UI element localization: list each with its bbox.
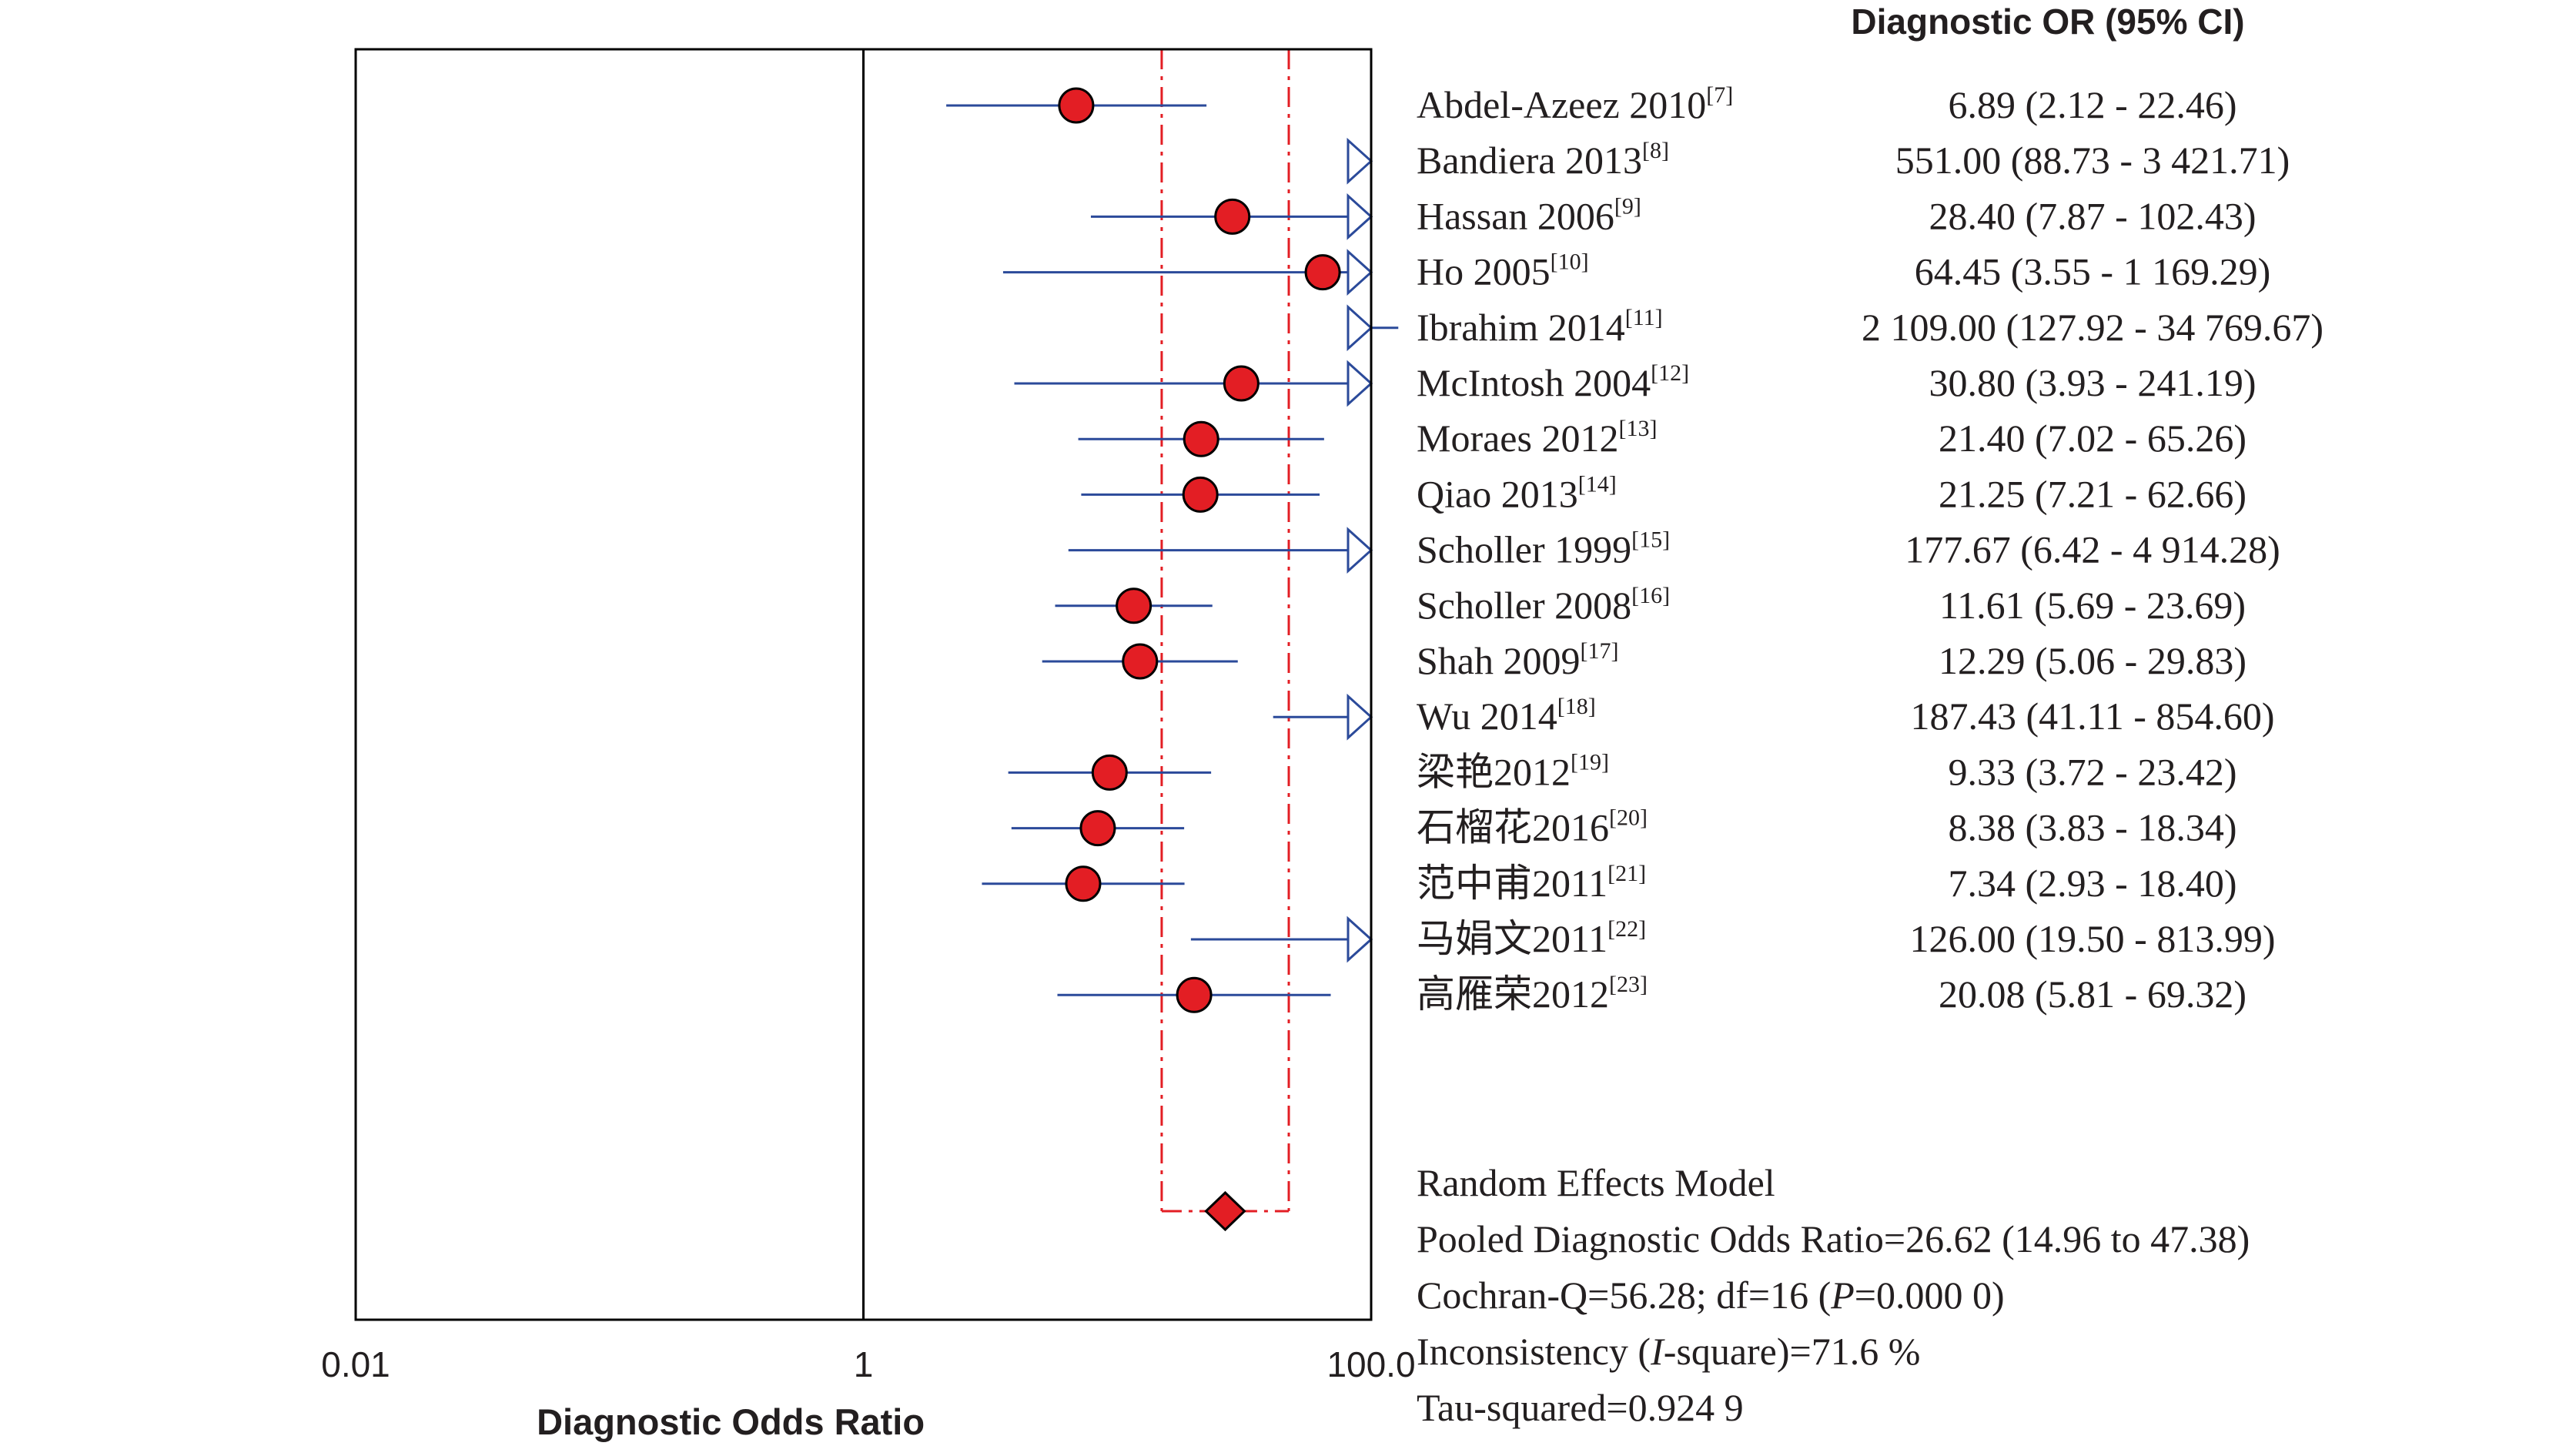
- study-row-11: [1042, 643, 1238, 680]
- study-row-13: [1008, 754, 1212, 791]
- study-row-16: [1190, 915, 1373, 963]
- study-ci-value: 551.00 (88.73 - 3 421.71): [1895, 139, 2290, 182]
- study-label: Scholler 1999[15]: [1417, 527, 1670, 571]
- column-header: Diagnostic OR (95% CI): [1851, 2, 2244, 42]
- summary-tau: Tau-squared=0.924 9: [1417, 1386, 1744, 1429]
- study-label: 高雁荣2012[23]: [1417, 972, 1648, 1016]
- study-ci-value: 30.80 (3.93 - 241.19): [1929, 361, 2257, 404]
- study-label: Hassan 2006[9]: [1417, 193, 1641, 237]
- summary-cochran: Cochran-Q=56.28; df=16 (P=0.000 0): [1417, 1274, 2005, 1317]
- study-marks: [946, 87, 1399, 1232]
- text-layer: Diagnostic OR (95% CI) Abdel-Azeez 2010[7…: [321, 2, 2323, 1442]
- study-row-2: [1347, 137, 1373, 185]
- point-estimate: [1065, 865, 1102, 902]
- x-tick-label: 0.01: [321, 1344, 390, 1384]
- study-ci-value: 2 109.00 (127.92 - 34 769.67): [1862, 306, 2323, 349]
- study-ci-value: 177.67 (6.42 - 4 914.28): [1905, 528, 2280, 571]
- study-row-3: [1090, 193, 1373, 240]
- point-estimate: [1058, 87, 1095, 124]
- ci-clip-arrow: [1347, 249, 1373, 296]
- study-ci-value: 6.89 (2.12 - 22.46): [1949, 83, 2237, 126]
- study-ci-value: 126.00 (19.50 - 813.99): [1910, 917, 2276, 960]
- study-ci-value: 187.43 (41.11 - 854.60): [1910, 695, 2274, 738]
- summary-inconsistency: Inconsistency (I-square)=71.6 %: [1417, 1330, 1920, 1373]
- study-label: McIntosh 2004[12]: [1417, 360, 1689, 404]
- ci-clip-arrow: [1347, 137, 1373, 185]
- ci-clip-arrow: [1347, 304, 1373, 352]
- point-estimate: [1176, 976, 1213, 1013]
- study-ci-value: 7.34 (2.93 - 18.40): [1949, 862, 2237, 905]
- study-label: Qiao 2013[14]: [1417, 471, 1617, 515]
- plot-frame: [354, 48, 1373, 1321]
- study-label: 马娟文2011[22]: [1417, 916, 1646, 960]
- ci-clip-arrow: [1347, 915, 1373, 963]
- plot-border: [354, 48, 1373, 1321]
- study-label: Ibrahim 2014[11]: [1417, 305, 1663, 349]
- study-label: Ho 2005[10]: [1417, 249, 1589, 293]
- study-label: Abdel-Azeez 2010[7]: [1417, 82, 1733, 126]
- study-label: Scholler 2008[16]: [1417, 583, 1670, 627]
- study-ci-value: 8.38 (3.83 - 18.34): [1949, 806, 2237, 849]
- study-ci-value: 21.25 (7.21 - 62.66): [1939, 472, 2246, 515]
- summary-model: Random Effects Model: [1417, 1161, 1775, 1204]
- study-ci-value: 11.61 (5.69 - 23.69): [1939, 584, 2246, 627]
- summary-pooled: Pooled Diagnostic Odds Ratio=26.62 (14.9…: [1417, 1217, 2250, 1260]
- study-label: Moraes 2012[13]: [1417, 416, 1657, 460]
- point-estimate: [1079, 810, 1116, 847]
- study-row-12: [1273, 693, 1373, 741]
- study-row-5: [1347, 304, 1399, 352]
- study-ci-value: 21.40 (7.02 - 65.26): [1939, 417, 2246, 460]
- study-row-14: [1011, 810, 1185, 847]
- study-row-8: [1081, 476, 1320, 513]
- study-label: 石榴花2016[20]: [1417, 805, 1648, 849]
- x-axis-label: Diagnostic Odds Ratio: [537, 1401, 925, 1442]
- study-label: Shah 2009[17]: [1417, 638, 1618, 682]
- study-ci-value: 28.40 (7.87 - 102.43): [1929, 194, 2257, 237]
- study-label: 梁艳2012[19]: [1417, 749, 1609, 793]
- study-row-4: [1002, 249, 1373, 296]
- study-row-17: [1057, 976, 1331, 1013]
- x-tick-label: 100.0: [1326, 1344, 1415, 1384]
- study-label: Bandiera 2013[8]: [1417, 138, 1669, 182]
- study-ci-value: 64.45 (3.55 - 1 169.29): [1915, 250, 2270, 293]
- reference-lines: [862, 49, 1290, 1320]
- study-label: 范中甫2011[21]: [1417, 861, 1646, 905]
- study-row-6: [1014, 360, 1373, 407]
- x-tick-label: 1: [854, 1344, 874, 1384]
- pooled-diamond: [1204, 1190, 1246, 1232]
- study-ci-value: 20.08 (5.81 - 69.32): [1939, 972, 2246, 1016]
- point-estimate: [1183, 420, 1219, 457]
- study-row-15: [982, 865, 1185, 902]
- point-estimate: [1091, 754, 1128, 791]
- study-label: Wu 2014[18]: [1417, 694, 1596, 738]
- ci-clip-arrow: [1347, 360, 1373, 407]
- point-estimate: [1223, 365, 1260, 402]
- point-estimate: [1304, 254, 1341, 291]
- study-row-9: [1068, 527, 1373, 574]
- point-estimate: [1116, 587, 1153, 624]
- point-estimate: [1122, 643, 1159, 680]
- ci-clip-arrow: [1347, 693, 1373, 741]
- study-ci-value: 12.29 (5.06 - 29.83): [1939, 639, 2246, 682]
- study-ci-value: 9.33 (3.72 - 23.42): [1949, 750, 2237, 793]
- point-estimate: [1182, 476, 1219, 513]
- study-row-1: [946, 87, 1207, 124]
- point-estimate: [1214, 198, 1251, 235]
- study-row-10: [1055, 587, 1213, 624]
- ci-clip-arrow: [1347, 193, 1373, 240]
- study-row-7: [1078, 420, 1324, 457]
- ci-clip-arrow: [1347, 527, 1373, 574]
